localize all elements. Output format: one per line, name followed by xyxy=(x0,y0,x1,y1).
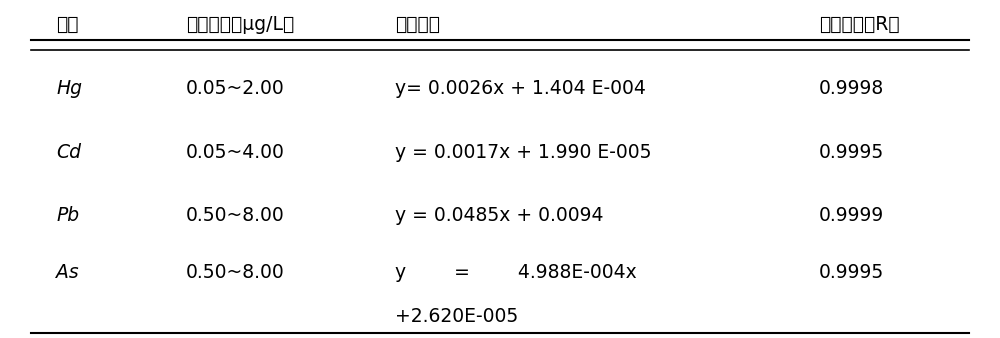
Text: 0.9998: 0.9998 xyxy=(819,79,884,98)
Text: 0.05~4.00: 0.05~4.00 xyxy=(186,143,285,162)
Text: 相关系数（R）: 相关系数（R） xyxy=(819,15,900,34)
Text: 元素: 元素 xyxy=(56,15,79,34)
Text: 0.9995: 0.9995 xyxy=(819,143,884,162)
Text: +2.620E-005: +2.620E-005 xyxy=(395,307,519,326)
Text: 线性范围（μg/L）: 线性范围（μg/L） xyxy=(186,15,294,34)
Text: 0.05~2.00: 0.05~2.00 xyxy=(186,79,285,98)
Text: y = 0.0017x + 1.990 E-005: y = 0.0017x + 1.990 E-005 xyxy=(395,143,652,162)
Text: y= 0.0026x + 1.404 E-004: y= 0.0026x + 1.404 E-004 xyxy=(395,79,646,98)
Text: Cd: Cd xyxy=(56,143,81,162)
Text: y = 0.0485x + 0.0094: y = 0.0485x + 0.0094 xyxy=(395,207,604,225)
Text: 0.50~8.00: 0.50~8.00 xyxy=(186,263,285,283)
Text: Hg: Hg xyxy=(56,79,82,98)
Text: y        =        4.988E-004x: y = 4.988E-004x xyxy=(395,263,637,283)
Text: Pb: Pb xyxy=(56,207,79,225)
Text: 0.50~8.00: 0.50~8.00 xyxy=(186,207,285,225)
Text: 0.9999: 0.9999 xyxy=(819,207,884,225)
Text: 回归方程: 回归方程 xyxy=(395,15,440,34)
Text: As: As xyxy=(56,263,79,283)
Text: 0.9995: 0.9995 xyxy=(819,263,884,283)
